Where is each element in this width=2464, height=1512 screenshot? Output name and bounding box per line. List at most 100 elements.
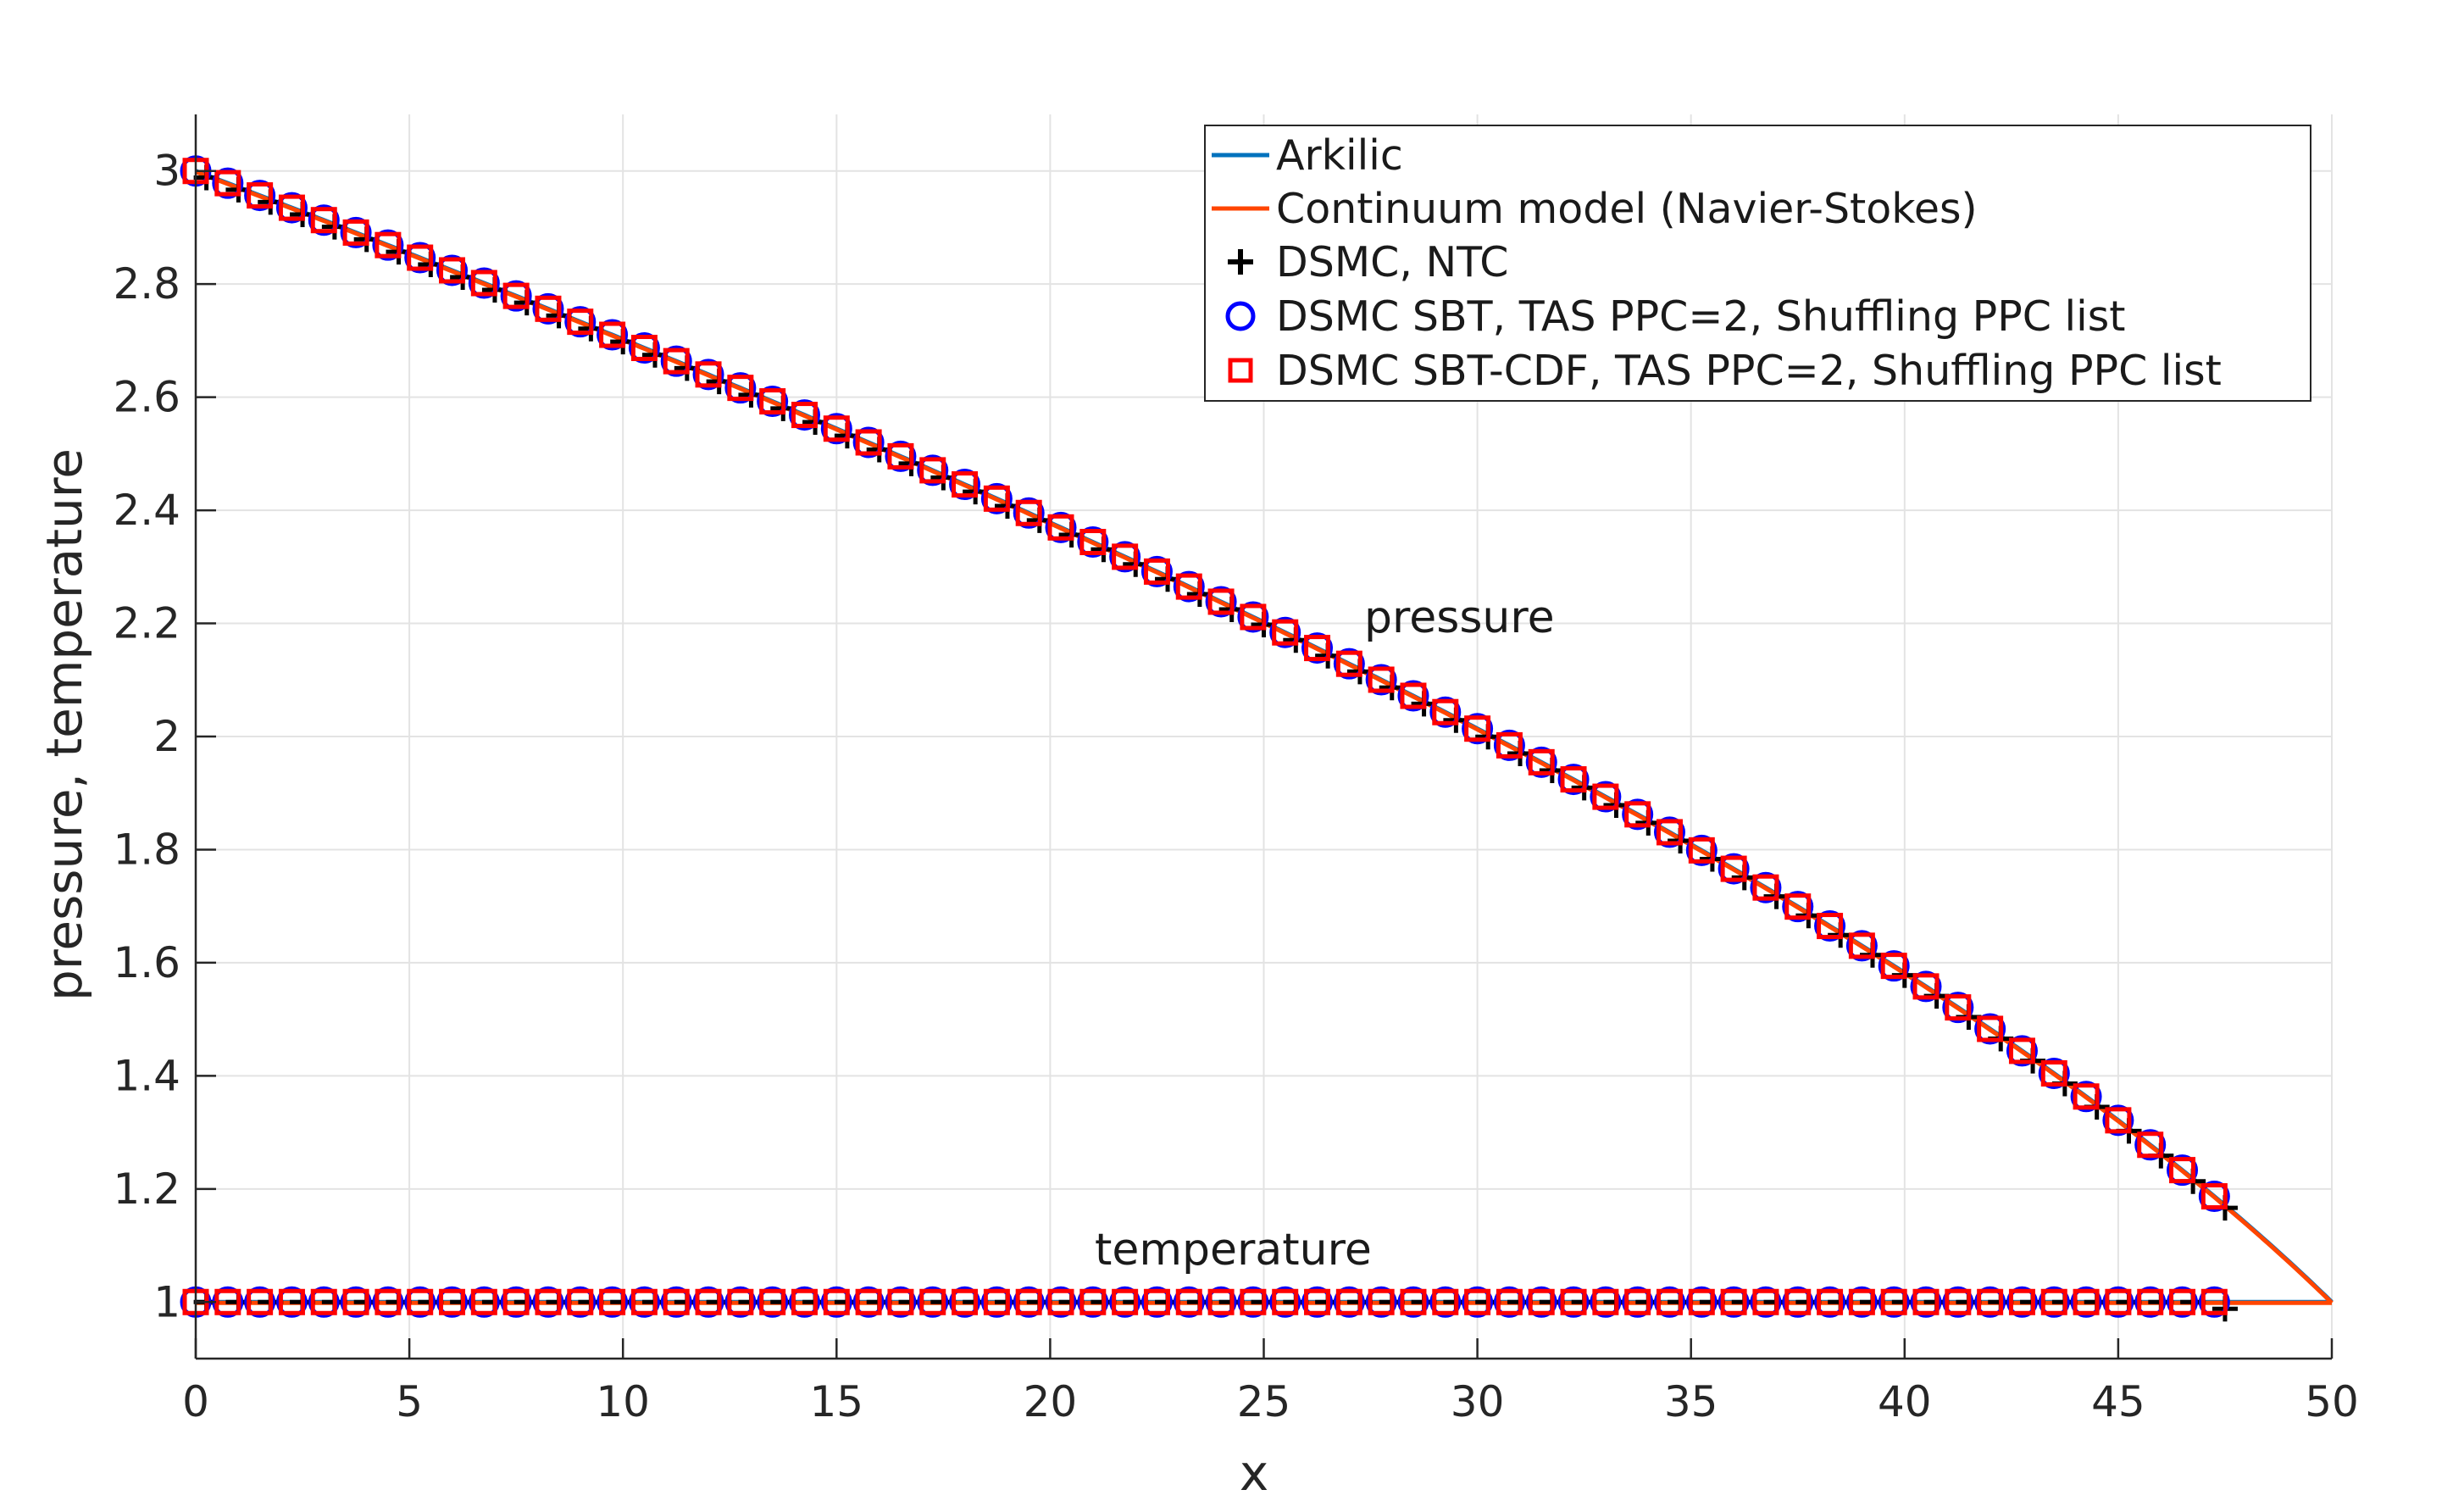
temperature-square-marker xyxy=(1400,1288,1427,1315)
pressure-circle-marker xyxy=(597,319,629,351)
temperature-circle-marker xyxy=(885,1286,917,1318)
temperature-square-marker xyxy=(1335,1288,1362,1315)
temperature-square-marker xyxy=(1496,1288,1523,1315)
legend-entry-dsmc-ntc: DSMC, NTC xyxy=(1228,238,1508,286)
pressure-circle-marker xyxy=(340,216,372,248)
pressure-circle-marker xyxy=(468,267,500,299)
x-tick-label: 25 xyxy=(1237,1377,1291,1426)
temperature-square-marker xyxy=(1047,1288,1074,1315)
pressure-circle-marker xyxy=(2134,1129,2167,1161)
temperature-square-marker xyxy=(1560,1288,1587,1315)
pressure-square-marker xyxy=(278,194,305,221)
temperature-circle-marker xyxy=(1942,1286,1974,1318)
temperature-circle-marker xyxy=(788,1286,820,1318)
temperature-square-marker xyxy=(2073,1288,2100,1315)
temperature-circle-marker xyxy=(1397,1286,1429,1318)
pressure-circle-marker xyxy=(1462,713,1494,745)
temperature-square-marker xyxy=(695,1288,722,1315)
ticks: 0 5 10 15 20 25 30 35 40 45 50 1 1.2 1.4 1.6 1.8 2 2.2 2.4… xyxy=(113,147,2358,1426)
pressure-square-marker xyxy=(1688,837,1715,864)
temperature-square-marker xyxy=(278,1288,305,1315)
legend-box xyxy=(1204,125,2311,402)
pressure-square-marker xyxy=(1880,953,1907,980)
y-axis-label: pressure, temperature xyxy=(36,448,93,1001)
pressure-circle-marker xyxy=(1814,910,1846,942)
pressure-square-marker xyxy=(887,442,914,470)
temperature-square-marker xyxy=(214,1288,241,1315)
pressure-circle-marker xyxy=(1590,781,1622,813)
temperature-square-marker xyxy=(1720,1288,1747,1315)
pressure-circle-marker xyxy=(980,482,1013,514)
y-tick-label: 3 xyxy=(153,147,180,196)
pressure-square-marker xyxy=(310,207,337,234)
pressure-square-marker xyxy=(247,182,274,209)
pressure-annotation: pressure xyxy=(1364,592,1555,643)
pressure-square-marker xyxy=(1624,801,1651,828)
temperature-circle-marker xyxy=(404,1286,436,1318)
pressure-circle-marker xyxy=(436,254,469,286)
pressure-circle-marker xyxy=(1974,1013,2006,1045)
x-tick-label: 15 xyxy=(809,1377,863,1426)
temperature-circle-marker xyxy=(244,1286,276,1318)
y-tick-label: 2.4 xyxy=(113,486,180,535)
temperature-square-marker xyxy=(1368,1288,1395,1315)
pressure-square-marker xyxy=(1240,603,1267,631)
temperature-circle-marker xyxy=(1429,1286,1462,1318)
temperature-square-marker xyxy=(791,1288,818,1315)
pressure-circle-marker xyxy=(1140,555,1173,587)
pressure-circle-marker xyxy=(1718,853,1750,885)
temperature-square-marker xyxy=(1848,1288,1875,1315)
pressure-square-marker xyxy=(2200,1183,2228,1210)
temperature-square-marker xyxy=(1656,1288,1683,1315)
pressure-circle-marker xyxy=(1269,616,1301,648)
y-tick-label: 1.8 xyxy=(113,825,180,874)
temperature-square-marker xyxy=(727,1288,754,1315)
legend-circle-marker xyxy=(1225,301,1256,331)
pressure-square-marker xyxy=(759,388,786,415)
pressure-square-marker xyxy=(1432,698,1459,725)
temperature-square-marker xyxy=(1272,1288,1299,1315)
temperature-square-marker xyxy=(1304,1288,1331,1315)
temperature-circle-marker xyxy=(1878,1286,1910,1318)
temperature-circle-marker xyxy=(692,1286,724,1318)
temperature-square-marker xyxy=(1432,1288,1459,1315)
pressure-square-marker xyxy=(567,309,594,336)
pressure-square-marker xyxy=(1207,588,1235,615)
pressure-square-marker xyxy=(791,402,818,429)
temperature-circle-marker xyxy=(468,1286,500,1318)
pressure-square-marker xyxy=(2008,1037,2035,1065)
pressure-circle-marker xyxy=(1878,950,1910,982)
legend-label-continuum: Continuum model (Navier-Stokes) xyxy=(1276,185,1978,233)
temperature-circle-marker xyxy=(1301,1286,1334,1318)
pressure-square-marker xyxy=(342,219,369,246)
temperature-square-marker xyxy=(1015,1288,1042,1315)
pressure-circle-marker xyxy=(724,372,757,404)
y-tick-label: 1 xyxy=(153,1277,180,1326)
pressure-square-marker xyxy=(2073,1083,2100,1110)
x-tick-label: 40 xyxy=(1878,1377,1932,1426)
pressure-circle-marker xyxy=(2198,1181,2230,1213)
temperature-circle-marker xyxy=(1237,1286,1269,1318)
pressure-square-marker xyxy=(2169,1157,2196,1184)
pressure-circle-marker xyxy=(788,399,820,431)
pressure-square-marker xyxy=(1272,619,1299,646)
temperature-circle-marker xyxy=(597,1286,629,1318)
pressure-circle-marker xyxy=(1750,871,1782,903)
pressure-square-marker xyxy=(1977,1015,2004,1042)
legend-plus-marker xyxy=(1228,249,1253,275)
legend-entry-dsmc-sbt-cdf: DSMC SBT-CDF, TAS PPC=2, Shuffling PPC l… xyxy=(1228,347,2222,395)
y-tick-label: 2.6 xyxy=(113,373,180,422)
temperature-circle-marker xyxy=(1205,1286,1237,1318)
temperature-circle-marker xyxy=(564,1286,597,1318)
pressure-square-marker xyxy=(1112,543,1139,570)
temperature-square-marker xyxy=(247,1288,274,1315)
temperature-square-marker xyxy=(599,1288,626,1315)
x-tick-label: 5 xyxy=(396,1377,423,1426)
pressure-circle-marker xyxy=(308,204,340,236)
pressure-circle-marker xyxy=(532,292,564,325)
legend-entry-arkilic: Arkilic xyxy=(1212,131,1403,180)
temperature-square-marker xyxy=(2105,1288,2132,1315)
pressure-circle-marker xyxy=(1301,632,1334,664)
y-tick-label: 2.2 xyxy=(113,599,180,648)
temperature-circle-marker xyxy=(1045,1286,1077,1318)
